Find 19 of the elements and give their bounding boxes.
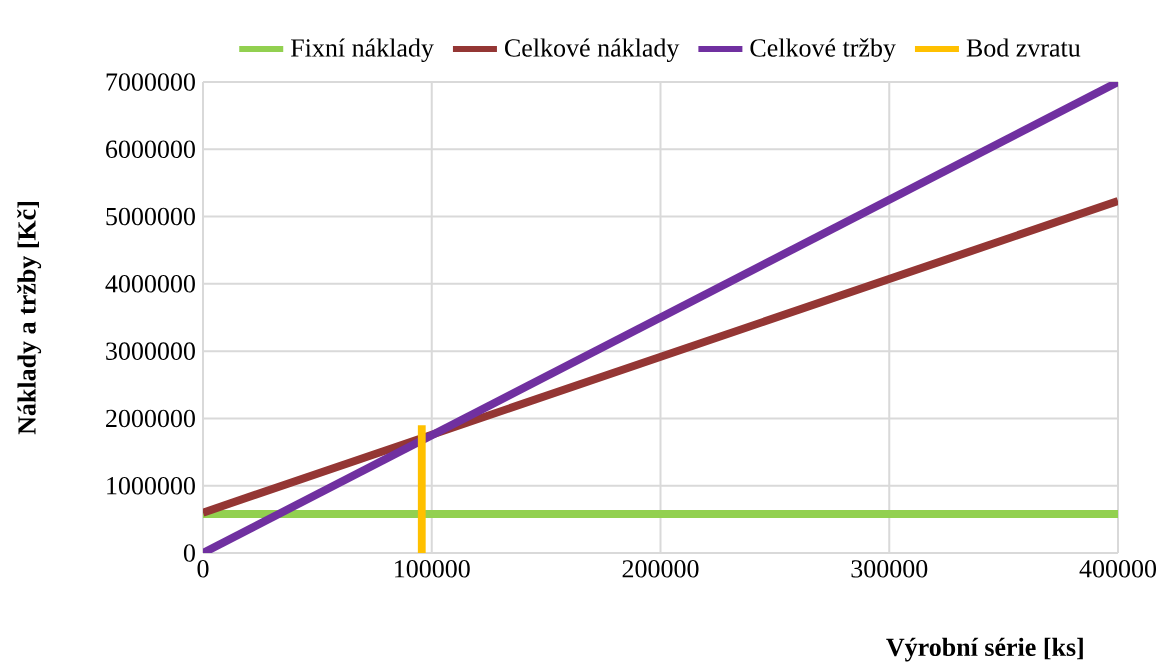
legend-label: Celkové náklady (505, 38, 680, 63)
x-tick-label: 100000 (395, 560, 470, 578)
x-tick-label: 300000 (851, 560, 928, 578)
y-tick-label: 6000000 (106, 140, 195, 159)
y-axis-title: Náklady a tržby [Kč] (17, 202, 42, 435)
y-tick-label: 1000000 (107, 476, 195, 495)
x-tick-label: 400000 (1079, 560, 1157, 578)
y-tick-label: 4000000 (105, 275, 195, 293)
x-axis-title: Výrobní série [ks] (886, 637, 1083, 662)
y-tick-label: 0 (183, 544, 195, 562)
y-tick-label: 7000000 (106, 73, 195, 91)
y-tick-label: 2000000 (106, 409, 195, 428)
x-tick-label: 0 (197, 560, 209, 578)
y-tick-label: 3000000 (106, 342, 195, 360)
legend-label: Bod zvratu (966, 38, 1081, 57)
y-tick-label: 5000000 (106, 207, 195, 226)
x-tick-label: 200000 (622, 560, 699, 578)
legend-label: Celkové tržby (750, 38, 896, 63)
legend-label: Fixní náklady (290, 38, 434, 63)
